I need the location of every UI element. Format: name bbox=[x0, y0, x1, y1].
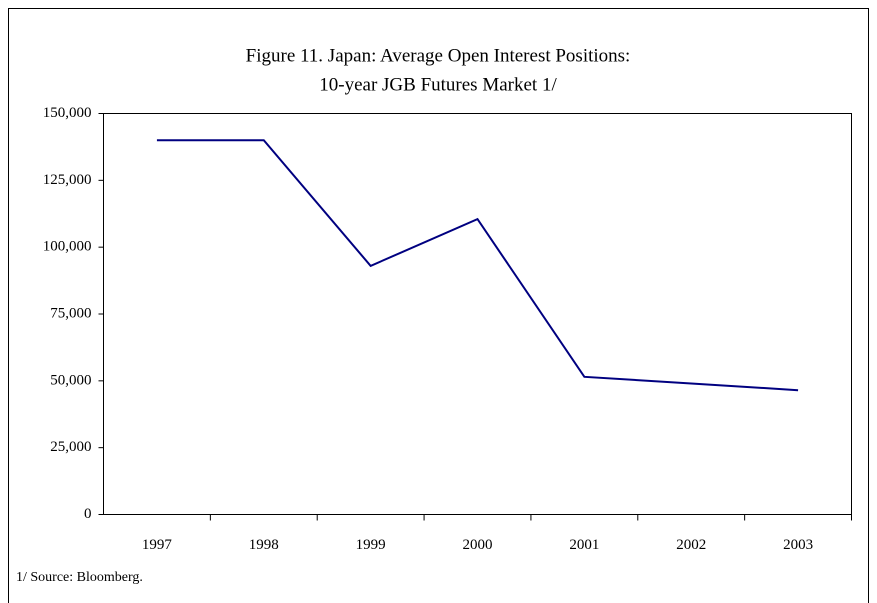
chart-title: Figure 11. Japan: Average Open Interest … bbox=[246, 45, 631, 66]
x-tick-label: 2000 bbox=[463, 537, 493, 553]
data-line bbox=[156, 139, 799, 392]
y-tick-label: 75,000 bbox=[50, 305, 91, 321]
y-tick-label: 150,000 bbox=[43, 105, 92, 121]
y-tick-label: 0 bbox=[84, 506, 92, 522]
y-tick-label: 100,000 bbox=[43, 239, 92, 255]
x-tick-label: 2001 bbox=[569, 537, 599, 553]
x-tick-label: 1997 bbox=[142, 537, 173, 553]
y-tick-label: 25,000 bbox=[50, 439, 91, 455]
x-tick-label: 1998 bbox=[249, 537, 279, 553]
x-tick-label: 1999 bbox=[356, 537, 386, 553]
x-tick-label: 2002 bbox=[676, 537, 706, 553]
chart-frame bbox=[8, 8, 869, 603]
chart-title: 10-year JGB Futures Market 1/ bbox=[319, 74, 557, 95]
y-tick-label: 50,000 bbox=[50, 372, 91, 388]
x-tick-label: 2003 bbox=[783, 537, 813, 553]
y-tick-label: 125,000 bbox=[43, 172, 92, 188]
footnote: 1/ Source: Bloomberg. bbox=[16, 570, 143, 585]
